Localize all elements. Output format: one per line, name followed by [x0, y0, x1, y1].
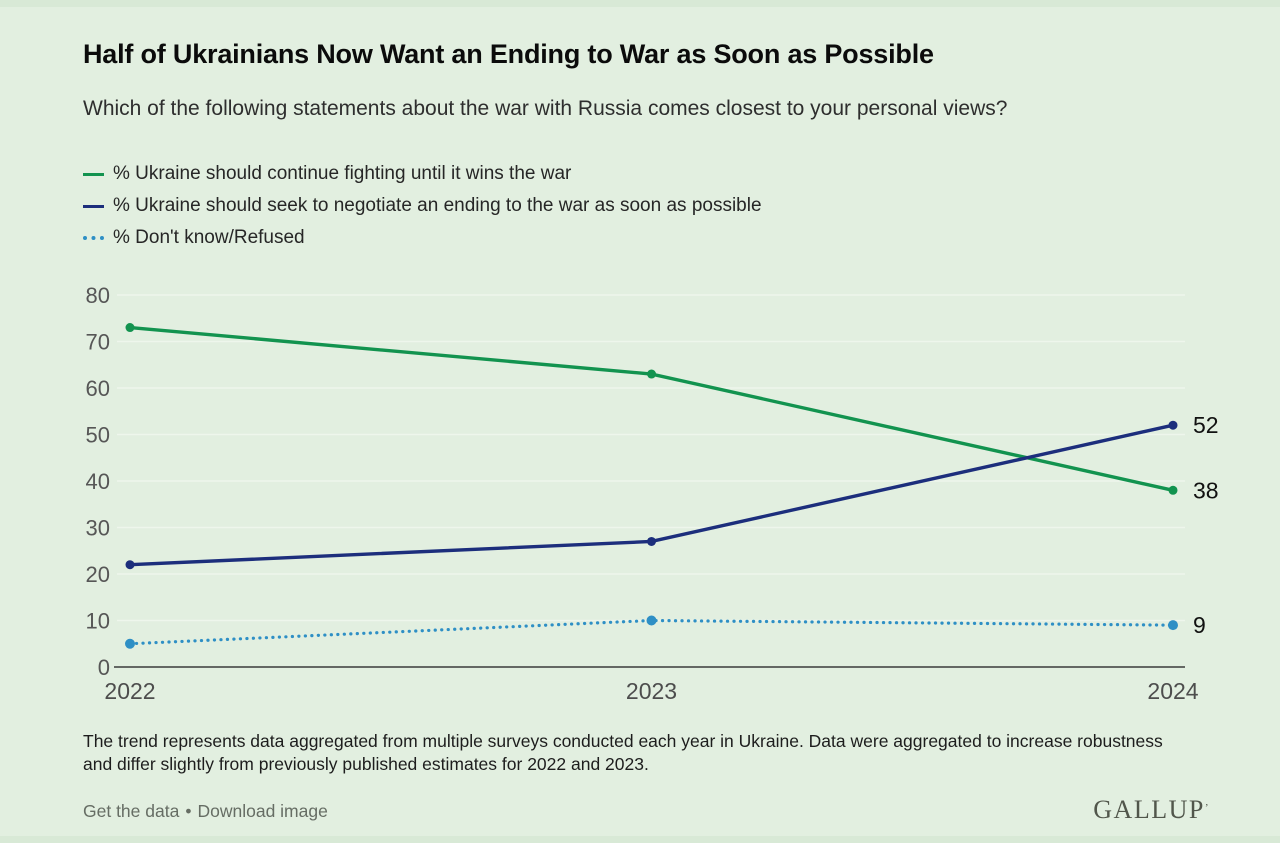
chart-area: 0 10 20 30 40 50 60 70 80 2022 2023 2024 38 52 9 — [0, 265, 1280, 715]
y-tick-label: 20 — [86, 562, 110, 587]
legend-swatch-solid — [83, 172, 104, 176]
data-point-marker — [125, 323, 135, 333]
legend-swatch-dotted — [83, 236, 104, 240]
legend-label: % Ukraine should seek to negotiate an en… — [113, 195, 762, 216]
gallup-logo: GALLUP’ — [1093, 795, 1210, 824]
y-tick-label: 80 — [86, 283, 110, 308]
data-point-marker — [647, 536, 656, 546]
end-value-label: 9 — [1193, 612, 1206, 638]
legend-label: % Ukraine should continue fighting until… — [113, 163, 572, 184]
data-point-marker — [646, 615, 657, 626]
footnote: The trend represents data aggregated fro… — [83, 731, 1163, 775]
end-value-label: 38 — [1193, 477, 1219, 503]
legend-swatch-solid — [83, 204, 104, 208]
data-point-marker — [1168, 620, 1178, 631]
x-tick-label: 2024 — [1147, 678, 1198, 704]
data-point-marker — [125, 638, 135, 649]
get-the-data-link[interactable]: Get the data — [83, 801, 180, 821]
footer-separator: • — [185, 801, 192, 821]
data-point-marker — [1168, 420, 1178, 430]
data-point-marker — [1168, 485, 1178, 495]
footer-links: Get the data • Download image — [83, 801, 328, 822]
trademark-mark: ’ — [1204, 802, 1210, 814]
page-title: Half of Ukrainians Now Want an Ending to… — [83, 39, 934, 69]
y-tick-label: 60 — [86, 376, 110, 401]
end-value-label: 52 — [1193, 412, 1219, 438]
survey-question: Which of the following statements about … — [83, 97, 1008, 120]
series-line — [129, 325, 1174, 492]
x-tick-label: 2022 — [104, 678, 155, 704]
y-tick-label: 40 — [86, 469, 110, 494]
series-line — [128, 618, 1175, 646]
y-tick-label: 50 — [86, 423, 110, 448]
legend-item: % Ukraine should continue fighting until… — [83, 158, 762, 190]
y-tick-label: 70 — [86, 330, 110, 355]
data-point-marker — [647, 369, 656, 379]
download-image-link[interactable]: Download image — [197, 801, 328, 821]
legend-label: % Don't know/Refused — [113, 227, 305, 248]
x-tick-label: 2023 — [626, 678, 677, 704]
trend-line-chart: 0 10 20 30 40 50 60 70 80 2022 2023 2024 38 52 9 — [86, 283, 1219, 704]
y-tick-label: 10 — [86, 609, 110, 634]
legend: % Ukraine should continue fighting until… — [83, 158, 762, 254]
data-point-marker — [125, 560, 135, 570]
y-tick-label: 0 — [98, 655, 110, 680]
legend-item: % Don't know/Refused — [83, 222, 762, 254]
chart-card: Half of Ukrainians Now Want an Ending to… — [0, 7, 1280, 836]
y-tick-label: 30 — [86, 516, 110, 541]
legend-item: % Ukraine should seek to negotiate an en… — [83, 190, 762, 222]
